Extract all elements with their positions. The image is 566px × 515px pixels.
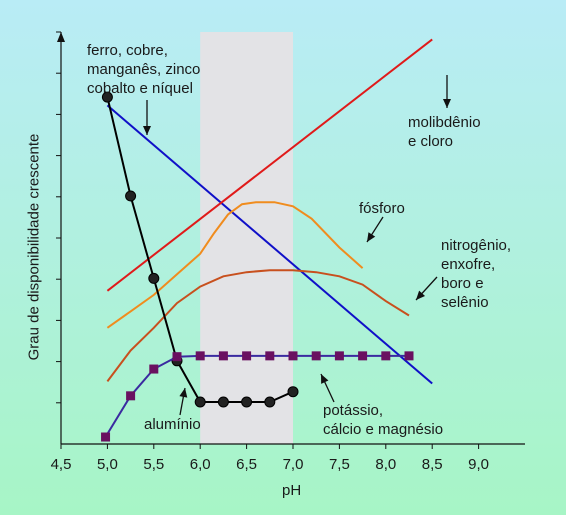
data-point-potassio bbox=[242, 351, 252, 361]
arrow-potassium-group-head bbox=[321, 374, 329, 384]
x-tick-label: 7,5 bbox=[329, 456, 350, 473]
y-axis-arrowhead bbox=[57, 32, 65, 42]
data-point-aluminio bbox=[217, 396, 229, 408]
data-point-aluminio bbox=[125, 190, 137, 202]
data-point-aluminio bbox=[101, 91, 113, 103]
label-phosphorus: fósforo bbox=[359, 200, 405, 217]
data-point-potassio bbox=[404, 351, 414, 361]
x-tick-label: 5,0 bbox=[97, 456, 118, 473]
data-point-potassio bbox=[195, 351, 205, 361]
data-point-potassio bbox=[126, 391, 136, 401]
data-point-potassio bbox=[288, 351, 298, 361]
data-point-potassio bbox=[101, 432, 111, 442]
data-point-potassio bbox=[172, 352, 182, 362]
x-tick-label: 6,5 bbox=[236, 456, 257, 473]
x-tick-label: 5,5 bbox=[143, 456, 164, 473]
label-aluminum: alumínio bbox=[144, 416, 201, 433]
series-line-molibdenio bbox=[106, 38, 433, 292]
data-point-potassio bbox=[311, 351, 321, 361]
x-tick-label: 8,5 bbox=[422, 456, 443, 473]
data-point-potassio bbox=[218, 351, 228, 361]
data-point-aluminio bbox=[148, 272, 160, 284]
data-point-aluminio bbox=[287, 386, 299, 398]
label-molybdenum-chlorine: molibdênio e cloro bbox=[408, 114, 481, 150]
series-line-ferro bbox=[106, 104, 433, 385]
x-axis-label: pH bbox=[282, 482, 302, 499]
data-point-potassio bbox=[265, 351, 275, 361]
data-point-aluminio bbox=[264, 396, 276, 408]
arrow-nitrogen-group-head bbox=[416, 290, 426, 300]
x-tick-label: 4,5 bbox=[51, 456, 72, 473]
data-point-aluminio bbox=[241, 396, 253, 408]
data-point-aluminio bbox=[194, 396, 206, 408]
arrow-iron-group-head bbox=[143, 126, 151, 135]
y-axis-label: Grau de disponibilidade crescente bbox=[25, 133, 43, 361]
data-point-potassio bbox=[381, 351, 391, 361]
data-point-potassio bbox=[358, 351, 368, 361]
label-nitrogen-group: nitrogênio, enxofre, boro e selênio bbox=[441, 237, 512, 311]
data-point-potassio bbox=[149, 364, 159, 374]
label-iron-copper-group: ferro, cobre, manganês, zinco cobalto e … bbox=[87, 42, 201, 97]
series-line-nitrogenio bbox=[106, 269, 410, 383]
x-tick-label: 9,0 bbox=[468, 456, 489, 473]
arrow-aluminum-head bbox=[179, 388, 188, 398]
data-point-potassio bbox=[334, 351, 344, 361]
x-tick-label: 8,0 bbox=[375, 456, 396, 473]
shaded-ph-band bbox=[200, 32, 293, 444]
x-tick-label: 7,0 bbox=[283, 456, 304, 473]
x-tick-label: 6,0 bbox=[190, 456, 211, 473]
label-potassium-group: potássio, cálcio e magnésio bbox=[323, 402, 444, 438]
arrow-phosphorus-head bbox=[367, 232, 376, 242]
arrow-molybdenum-head bbox=[443, 99, 451, 108]
